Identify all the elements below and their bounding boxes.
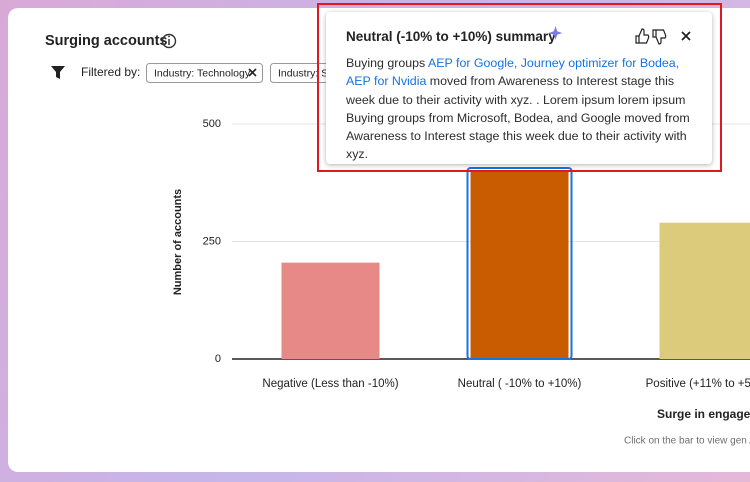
body-link[interactable]: AEP for Google, Journey optimizer for Bo… <box>346 56 680 89</box>
filter-label: Filtered by: <box>81 65 140 79</box>
x-axis-title: Surge in engagement <box>657 407 750 421</box>
bar[interactable] <box>281 262 380 359</box>
thumbs-up[interactable] <box>635 28 650 44</box>
chip-label: Industry: Se <box>278 67 334 79</box>
ai-icon <box>548 26 563 40</box>
chip-remove[interactable] <box>248 68 257 77</box>
y-tick-label: 0 <box>215 353 221 365</box>
y-axis-title: Number of accounts <box>172 189 184 295</box>
close-button[interactable] <box>681 31 691 41</box>
popover-body: Buying groups AEP for Google, Journey op… <box>346 54 698 164</box>
highlight-frame <box>317 3 722 172</box>
filter-chip[interactable] <box>146 63 263 83</box>
popover-icons <box>548 26 691 45</box>
title: Surging accounts <box>45 33 167 49</box>
plot: Surging accounts Filtered by: Industry: … <box>45 33 750 447</box>
bar[interactable] <box>470 171 569 359</box>
chip-label: Industry: Technology <box>154 67 251 79</box>
info-icon[interactable] <box>161 33 177 49</box>
body-text: Buying groups <box>346 56 428 70</box>
summary-popover: Neutral (-10% to +10%) summary Buying gr… <box>326 12 712 164</box>
popover-title: Neutral (-10% to +10%) summary <box>346 29 556 44</box>
y-tick-label: 250 <box>203 235 221 247</box>
x-tick-label: Positive (+11% to +50%) <box>646 378 750 390</box>
y-tick-label: 500 <box>203 118 221 130</box>
selection-outline <box>466 167 573 360</box>
bar[interactable] <box>659 222 750 359</box>
thumbs-down[interactable] <box>652 29 667 45</box>
body-text: moved from Awareness to Interest stage t… <box>346 74 690 162</box>
filter-icon <box>51 66 65 79</box>
x-tick-label: Negative (Less than -10%) <box>262 378 398 390</box>
note: Click on the bar to view gen AI summary <box>624 436 750 447</box>
x-tick-label: Neutral ( -10% to +10%) <box>458 378 582 390</box>
